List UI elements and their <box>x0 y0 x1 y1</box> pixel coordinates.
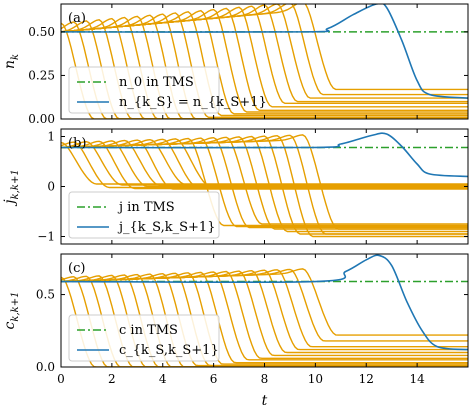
panel-label: (b) <box>68 136 86 151</box>
legend-entry: n_{k_S} = n_{k_S+1} <box>119 95 267 110</box>
bundle-curve <box>61 138 468 186</box>
bundle-curve <box>61 139 468 190</box>
curves <box>61 4 468 119</box>
panel-label: (a) <box>68 11 86 26</box>
legend-entry: j_{k_S,k_S+1} <box>117 220 215 235</box>
y-tick-label: 0.00 <box>28 112 55 126</box>
x-axis-label: t <box>262 393 268 409</box>
curves <box>61 132 468 238</box>
y-axis-label-main: c <box>2 321 18 329</box>
highlight-curve <box>61 132 468 178</box>
bundle-curve <box>61 134 468 230</box>
highlight-curve <box>61 254 468 351</box>
y-axis-label: nk <box>2 54 21 69</box>
panel-1: 0.00 0.25 0.50 (a) nk n_0 in TMS n_{k_S} = n_{… <box>2 3 469 126</box>
y-tick-label: 0.5 <box>36 288 55 302</box>
x-tick-label: 12 <box>359 372 374 386</box>
legend-entry: c_{k_S,k_S+1} <box>119 343 219 358</box>
legend-entry: c in TMS <box>119 323 178 338</box>
y-axis-label: ck,k+1 <box>2 292 21 330</box>
y-tick-label: 0.50 <box>28 25 55 39</box>
bundle-curve <box>61 268 468 336</box>
x-tick-label: 10 <box>308 372 323 386</box>
x-tick-label: 8 <box>261 372 269 386</box>
x-tick-label: 2 <box>108 372 116 386</box>
bundle-curve <box>61 141 468 185</box>
bundle-curve <box>61 273 468 367</box>
x-tick-label: 6 <box>210 372 218 386</box>
y-axis-label-main: n <box>2 60 18 69</box>
bundle-curve <box>61 138 468 189</box>
y-axis-label-sub: k,k+1 <box>10 169 21 199</box>
panel-2: −1 0 1 (b) jk,k+1 j in TMS j_{k_S,k_S+1} <box>2 128 469 245</box>
y-tick-label: 0 <box>47 180 55 194</box>
bundle-curve <box>61 4 468 91</box>
bundle-curve <box>61 275 468 367</box>
y-tick-label: 1 <box>47 130 55 144</box>
legend-entry: n_0 in TMS <box>119 75 194 90</box>
y-axis-label: jk,k+1 <box>2 169 21 206</box>
y-tick-label: 0.0 <box>36 360 55 374</box>
x-tick-label: 0 <box>57 372 65 386</box>
bundle-curve <box>61 15 468 119</box>
x-tick-label: 4 <box>159 372 167 386</box>
panel-label: (c) <box>68 261 85 276</box>
bundle-curve <box>61 19 468 119</box>
x-tick-label: 14 <box>409 372 425 386</box>
panel-3: 0.0 0.5 0 2 4 6 8 10 12 14 (c) ck,k+1 t c in TMS c_{k_… <box>2 253 469 409</box>
y-tick-label: 0.25 <box>28 68 55 82</box>
highlight-curve <box>61 4 468 99</box>
y-axis-label-sub: k <box>10 54 21 60</box>
legend-entry: j in TMS <box>117 200 175 215</box>
y-axis-label-sub: k,k+1 <box>10 292 21 322</box>
y-tick-label: −1 <box>37 230 55 244</box>
bundle-curve <box>61 16 468 119</box>
y-axis-label-main: j <box>2 199 18 207</box>
